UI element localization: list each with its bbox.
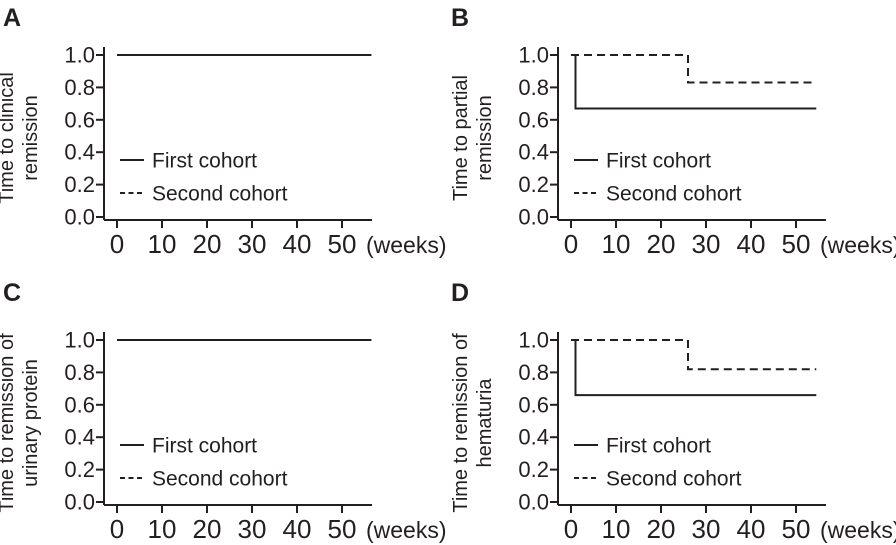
y-axis-label-line2: remission (474, 95, 496, 181)
y-tick-label: 0.8 (64, 75, 95, 100)
x-tick-label: 40 (283, 229, 312, 259)
panel-letter: D (451, 279, 469, 307)
x-tick-label: 0 (564, 514, 578, 544)
x-tick-label: 50 (782, 514, 811, 544)
legend-label: First cohort (152, 150, 257, 173)
first-cohort-curve (571, 54, 817, 110)
y-tick-label: 0.2 (64, 457, 95, 482)
legend-label: First cohort (606, 150, 711, 173)
y-tick-label: 0.0 (64, 490, 95, 515)
x-tick-label: 50 (328, 229, 357, 259)
y-tick-label: 0.4 (518, 425, 549, 450)
x-tick-label: 40 (737, 229, 766, 259)
y-tick-label: 1.0 (64, 328, 95, 353)
x-tick-label: 30 (238, 229, 267, 259)
legend-label: Second cohort (152, 183, 288, 206)
y-axis-label-line1: Time to remission of (0, 333, 18, 513)
y-tick-label: 0.2 (64, 172, 95, 197)
x-tick-label: 20 (193, 514, 222, 544)
y-tick-label: 0.0 (518, 490, 549, 515)
panel-a-chart: A Time to clinical remission 0.0 0.2 0.4 0.6 0.… (0, 4, 447, 259)
x-tick-label: 0 (564, 229, 578, 259)
y-tick-label: 0.8 (518, 75, 549, 100)
panel-d-chart: D Time to remission of hematuria 0.0 0.2 0.4 0… (450, 279, 896, 544)
y-axis-label-line2: hematuria (474, 378, 496, 468)
y-tick-label: 0.0 (64, 205, 95, 230)
second-cohort-curve (571, 54, 817, 84)
x-tick-label: 40 (283, 514, 312, 544)
x-tick-label: 30 (692, 229, 721, 259)
y-tick-label: 1.0 (518, 328, 549, 353)
x-tick-label: 10 (602, 229, 631, 259)
x-axis-unit-label: (weeks) (820, 517, 896, 543)
x-tick-label: 20 (647, 229, 676, 259)
first-cohort-curve (571, 339, 817, 397)
x-tick-label: 20 (193, 229, 222, 259)
x-tick-label: 50 (328, 514, 357, 544)
panel-c: C Time to remission of urinary protein 0.0 0… (0, 272, 448, 545)
x-tick-label: 20 (647, 514, 676, 544)
y-tick-label: 0.4 (64, 140, 95, 165)
x-tick-label: 10 (148, 514, 177, 544)
y-axis-label-line2: urinary protein (20, 359, 42, 487)
x-axis-unit-label: (weeks) (366, 232, 447, 258)
y-axis-label-line1: Time to partial (450, 75, 472, 201)
panel-b-chart: B Time to partial remission 0.0 0.2 0.4 0.6 0.8… (450, 4, 896, 259)
y-tick-label: 0.4 (64, 425, 95, 450)
x-axis-unit-label: (weeks) (820, 232, 896, 258)
x-axis-unit-label: (weeks) (366, 517, 447, 543)
second-cohort-curve (571, 339, 817, 371)
y-tick-label: 0.2 (518, 457, 549, 482)
y-tick-label: 0.6 (64, 392, 95, 417)
x-tick-label: 10 (148, 229, 177, 259)
panel-a: A Time to clinical remission 0.0 0.2 0.4 0.6 0.… (0, 0, 448, 272)
panel-letter: A (3, 4, 21, 32)
y-axis-label-line1: Time to clinical (0, 72, 18, 204)
panel-letter: C (3, 279, 21, 307)
legend-label: Second cohort (152, 468, 288, 491)
x-tick-label: 0 (110, 514, 124, 544)
x-tick-label: 30 (238, 514, 267, 544)
y-tick-label: 0.6 (518, 107, 549, 132)
y-axis-label-line1: Time to remission of (450, 333, 472, 513)
panel-d: D Time to remission of hematuria 0.0 0.2 0.4 0… (448, 272, 896, 545)
y-tick-label: 0.6 (64, 107, 95, 132)
legend-label: Second cohort (606, 468, 742, 491)
x-tick-label: 40 (737, 514, 766, 544)
panel-letter: B (451, 4, 469, 32)
legend-label: First cohort (606, 435, 711, 458)
y-tick-label: 0.2 (518, 172, 549, 197)
y-axis-label-line2: remission (20, 95, 42, 181)
legend-label: Second cohort (606, 183, 742, 206)
x-tick-label: 10 (602, 514, 631, 544)
y-tick-label: 0.4 (518, 140, 549, 165)
legend-label: First cohort (152, 435, 257, 458)
y-tick-label: 1.0 (518, 43, 549, 68)
x-tick-label: 50 (782, 229, 811, 259)
x-tick-label: 30 (692, 514, 721, 544)
y-tick-label: 0.8 (518, 360, 549, 385)
y-tick-label: 0.0 (518, 205, 549, 230)
y-tick-label: 0.8 (64, 360, 95, 385)
y-tick-label: 1.0 (64, 43, 95, 68)
panel-b: B Time to partial remission 0.0 0.2 0.4 0.6 0.8… (448, 0, 896, 272)
y-tick-label: 0.6 (518, 392, 549, 417)
x-tick-label: 0 (110, 229, 124, 259)
